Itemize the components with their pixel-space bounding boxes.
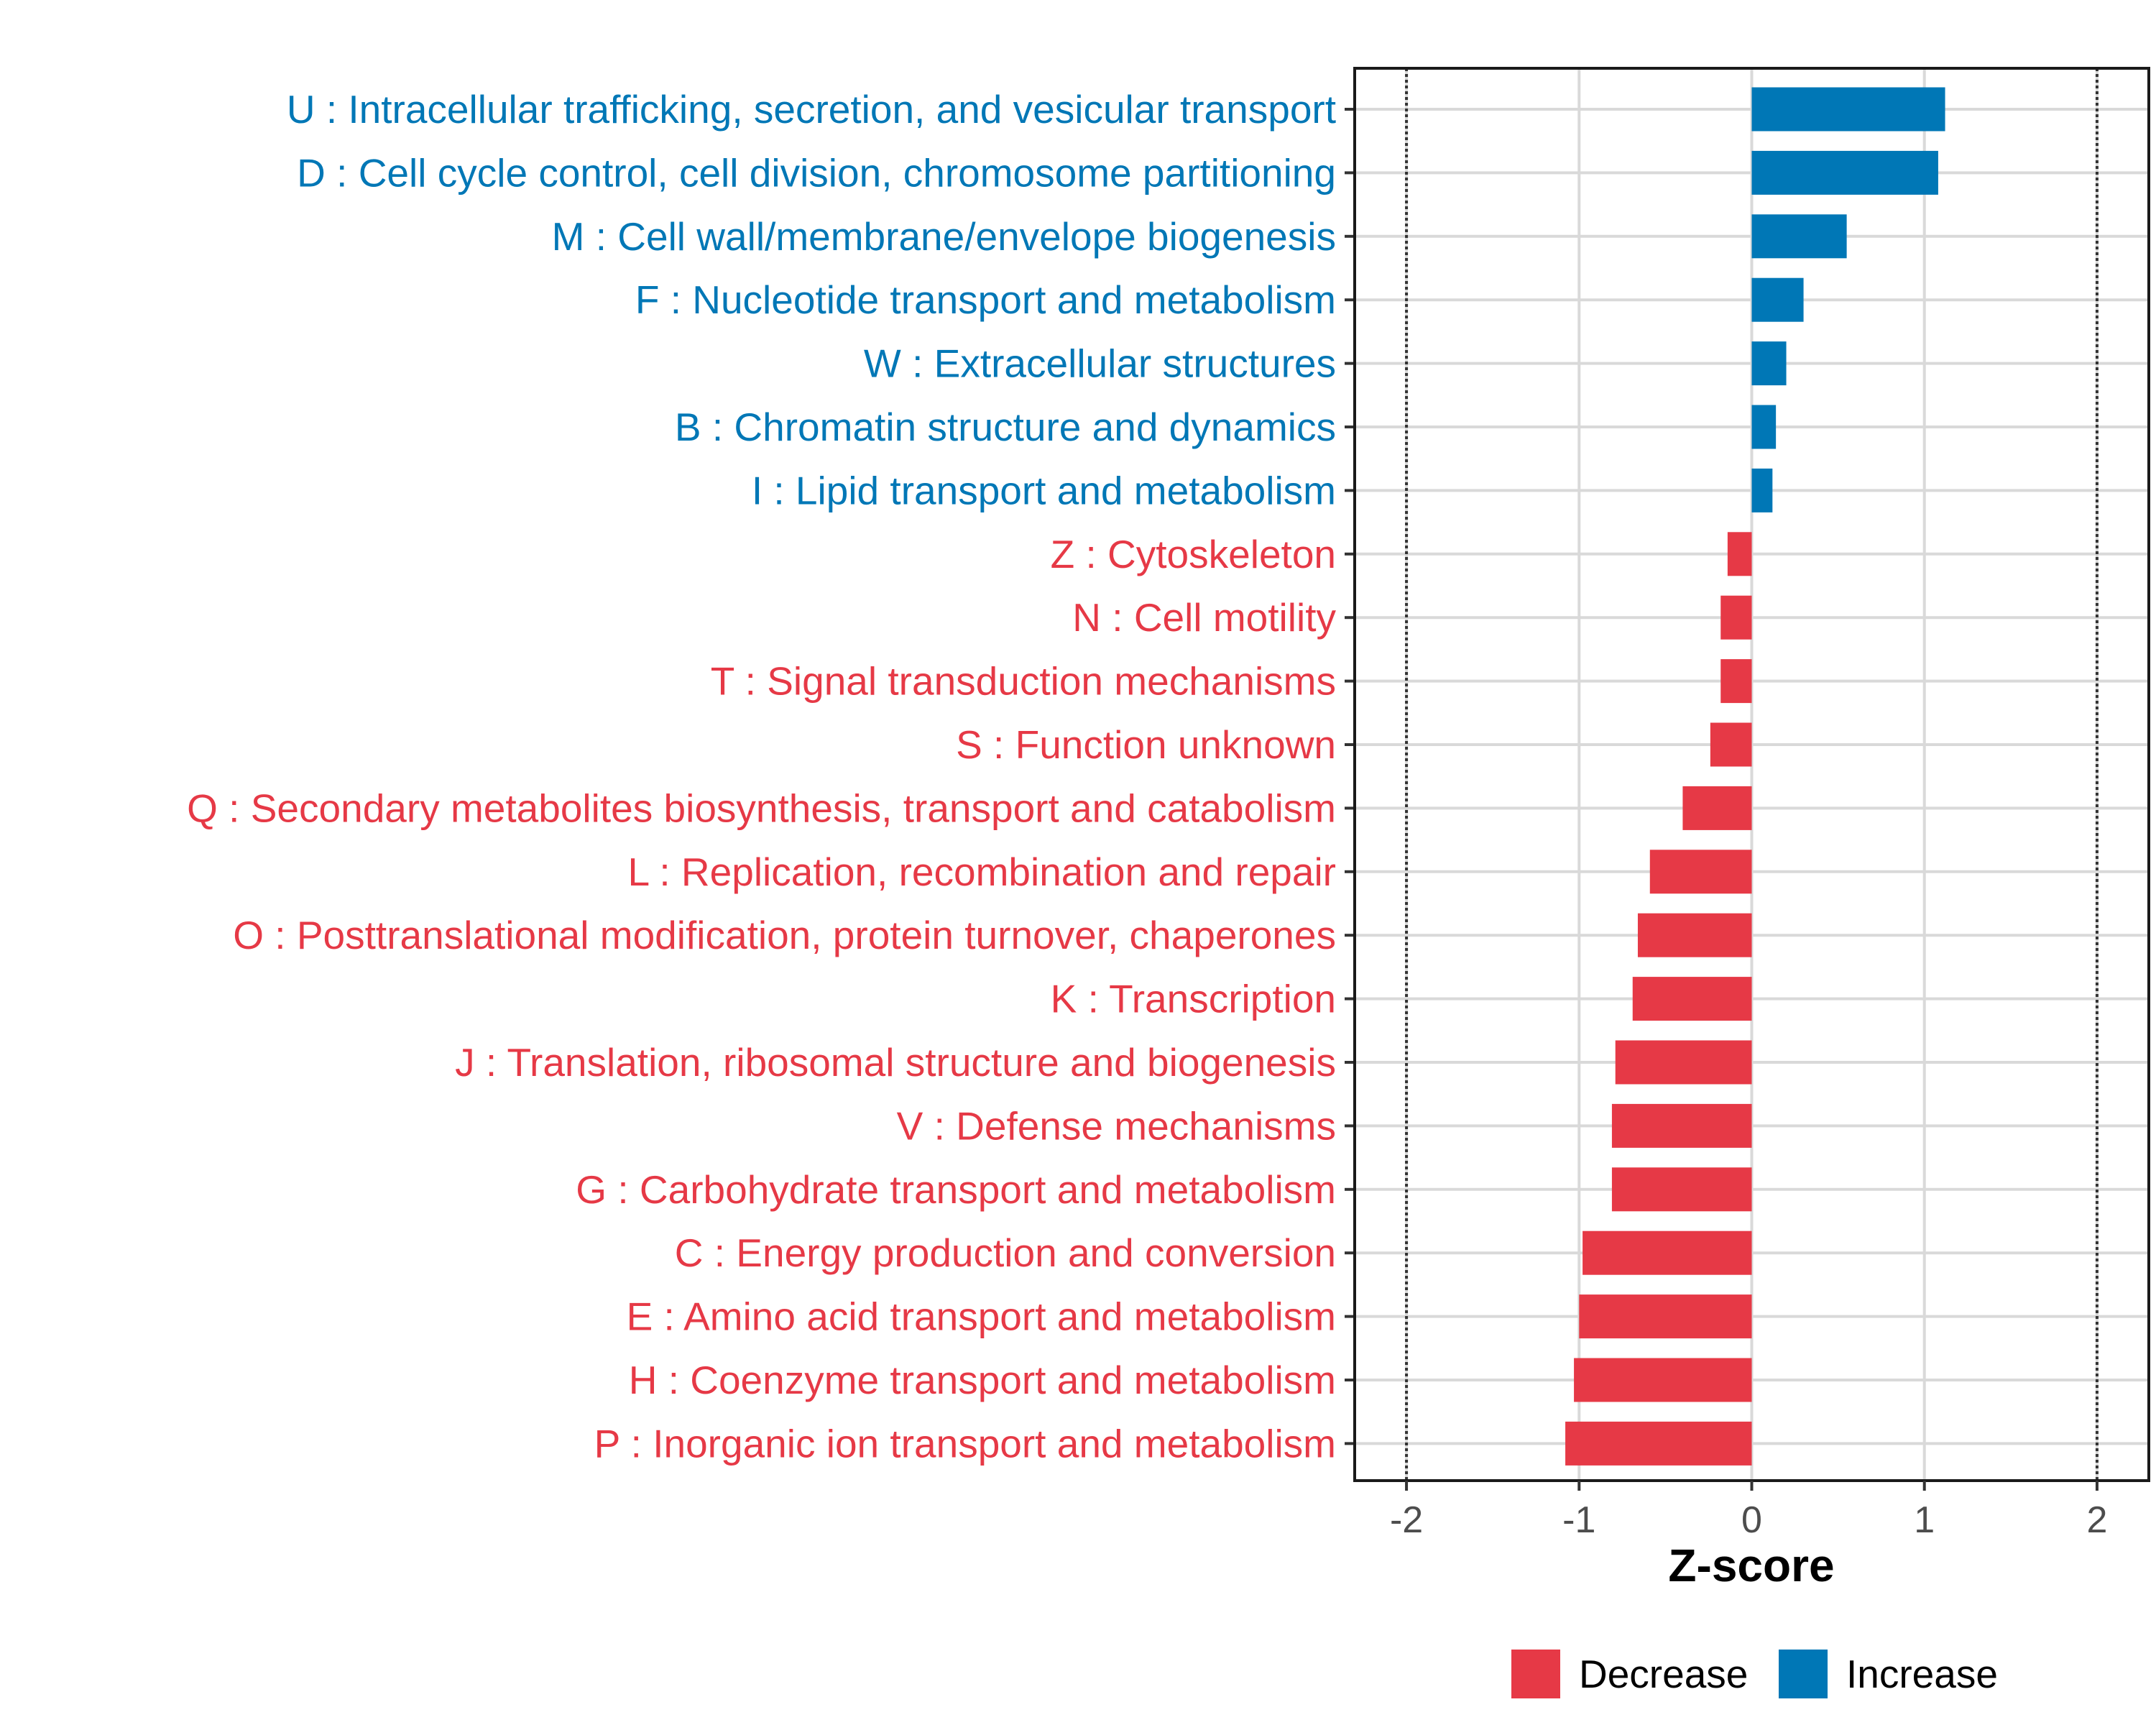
category-label: V : Defense mechanisms <box>897 1103 1336 1148</box>
category-label: W : Extracellular structures <box>864 341 1336 386</box>
category-label: S : Function unknown <box>956 722 1336 767</box>
legend-label: Increase <box>1846 1652 1998 1696</box>
bar <box>1751 341 1787 386</box>
bar <box>1565 1421 1752 1466</box>
bar <box>1710 722 1752 767</box>
bar <box>1632 977 1752 1021</box>
category-label: I : Lipid transport and metabolism <box>752 468 1336 512</box>
bar <box>1574 1358 1752 1402</box>
category-label: T : Signal transduction mechanisms <box>711 659 1336 704</box>
bar <box>1583 1230 1752 1275</box>
bar <box>1720 659 1752 704</box>
bar <box>1751 150 1938 195</box>
legend-swatch <box>1511 1650 1560 1698</box>
category-label: K : Transcription <box>1051 977 1336 1021</box>
legend-swatch <box>1779 1650 1828 1698</box>
bar <box>1751 468 1773 512</box>
category-label: U : Intracellular trafficking, secretion… <box>287 87 1336 132</box>
bar <box>1579 1294 1752 1339</box>
legend-label: Decrease <box>1579 1652 1748 1696</box>
bar <box>1751 277 1804 322</box>
bar <box>1682 786 1752 830</box>
bar-layer <box>1565 87 1945 1466</box>
category-label: L : Replication, recombination and repai… <box>628 850 1336 894</box>
bar <box>1615 1040 1752 1085</box>
category-label: F : Nucleotide transport and metabolism <box>635 277 1336 322</box>
bar <box>1611 1167 1752 1212</box>
bar <box>1720 595 1752 640</box>
category-label: O : Posttranslational modification, prot… <box>233 913 1336 957</box>
category-label: M : Cell wall/membrane/envelope biogenes… <box>552 214 1336 259</box>
x-tick-label: -1 <box>1562 1499 1595 1541</box>
bar <box>1751 405 1777 449</box>
bar <box>1751 214 1847 259</box>
x-tick-label: -2 <box>1390 1499 1423 1541</box>
category-label: B : Chromatin structure and dynamics <box>675 405 1336 449</box>
category-label: G : Carbohydrate transport and metabolis… <box>576 1167 1336 1212</box>
category-label: Z : Cytoskeleton <box>1051 532 1336 576</box>
category-label: N : Cell motility <box>1072 595 1336 640</box>
bar <box>1751 87 1945 132</box>
category-label: C : Energy production and conversion <box>675 1230 1336 1275</box>
category-label: E : Amino acid transport and metabolism <box>627 1294 1336 1339</box>
x-tick-label: 0 <box>1741 1499 1762 1541</box>
legend: Decrease Increase <box>1511 1650 1998 1698</box>
category-label: Q : Secondary metabolites biosynthesis, … <box>187 786 1336 830</box>
bar <box>1637 913 1752 957</box>
bar <box>1611 1103 1752 1148</box>
x-tick-label: 2 <box>2086 1499 2107 1541</box>
category-labels: U : Intracellular trafficking, secretion… <box>187 87 1355 1466</box>
category-label: J : Translation, ribosomal structure and… <box>455 1040 1336 1085</box>
category-label: P : Inorganic ion transport and metaboli… <box>594 1421 1336 1466</box>
category-label: H : Coenzyme transport and metabolism <box>629 1358 1336 1402</box>
x-tick-label: 1 <box>1914 1499 1935 1541</box>
x-axis-title: Z-score <box>1668 1540 1834 1591</box>
x-axis: -2 -1 0 1 2 <box>1353 67 2150 1541</box>
category-label: D : Cell cycle control, cell division, c… <box>297 150 1336 195</box>
bar <box>1727 532 1752 576</box>
bar <box>1649 850 1752 894</box>
